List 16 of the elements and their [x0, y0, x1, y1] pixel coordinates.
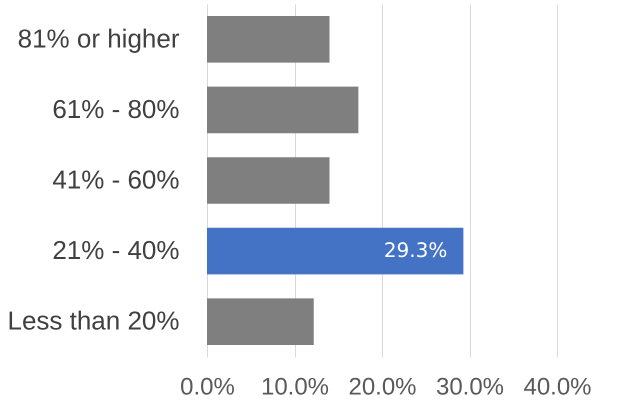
y-tick-label: 21% - 40% [52, 235, 180, 266]
x-tick-label: 0.0% [180, 374, 235, 400]
x-tick-label: 10.0% [260, 374, 330, 400]
bar [207, 298, 314, 345]
x-tick-label: 30.0% [436, 374, 504, 400]
data-label: 29.3% [384, 238, 448, 262]
y-tick-label: 41% - 60% [52, 164, 180, 194]
x-tick-label: 20.0% [348, 374, 417, 400]
bar [207, 228, 464, 274]
x-tick-label: 40.0% [523, 374, 592, 400]
bar [207, 16, 330, 63]
y-tick-label: Less than 20% [7, 306, 180, 336]
bar [207, 157, 330, 204]
y-tick-label: 81% or higher [18, 23, 180, 54]
y-tick-label: 61% - 80% [52, 94, 180, 124]
bar [207, 86, 358, 134]
